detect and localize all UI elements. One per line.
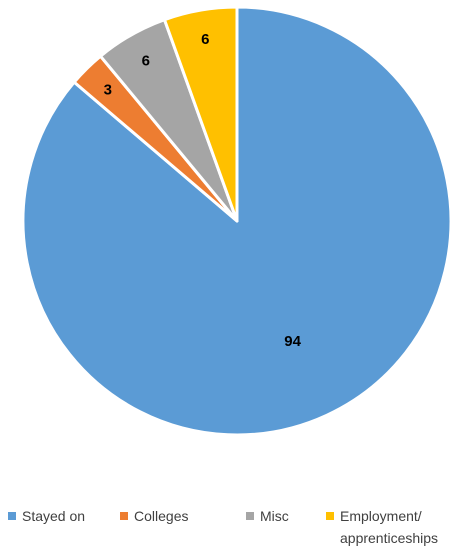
legend-label-stayed-on: Stayed on [22, 508, 86, 524]
legend-swatch-misc [246, 512, 254, 520]
legend-item-employment-apprenticeships: Employment/ apprenticeships [326, 505, 438, 549]
legend-label-employment-apprenticeships: Employment/ apprenticeships [340, 508, 439, 546]
pie-chart-plot: 94 3 6 6 [21, 5, 453, 437]
pie-slice-employment-apprenticeships [162, 5, 239, 223]
legend-label-colleges: Colleges [134, 508, 189, 524]
legend-swatch-stayed-on [8, 512, 16, 520]
legend-item-misc: Misc [246, 505, 289, 527]
legend-label-misc: Misc [260, 508, 289, 524]
legend-item-colleges: Colleges [120, 505, 188, 527]
data-label-employment-apprenticeships: 6 [201, 31, 209, 48]
legend: Stayed on Colleges Misc Employment/ appr… [8, 505, 473, 555]
data-label-colleges: 3 [104, 81, 112, 98]
legend-item-stayed-on: Stayed on [8, 505, 85, 527]
data-label-misc: 6 [142, 53, 150, 70]
pie-slices [21, 5, 453, 437]
pie-data-labels: 94 3 6 6 [104, 31, 302, 350]
legend-swatch-employment-apprenticeships [326, 512, 334, 520]
legend-swatch-colleges [120, 512, 128, 520]
data-label-stayed-on: 94 [284, 333, 301, 350]
